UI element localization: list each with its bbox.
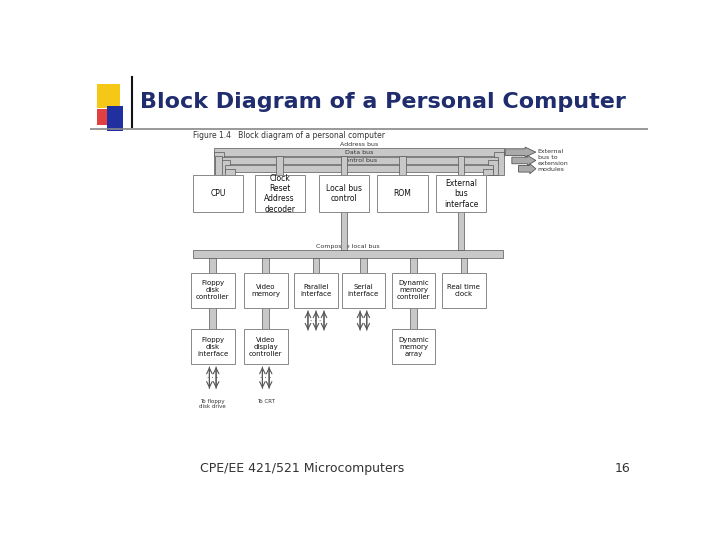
Bar [442,273,485,308]
Text: Address bus: Address bus [340,141,378,147]
Text: 16: 16 [615,462,631,475]
Bar [244,273,287,308]
Text: Floppy
disk
controller: Floppy disk controller [196,280,230,300]
Text: Floppy
disk
interface: Floppy disk interface [197,336,228,356]
Text: Control bus: Control bus [341,158,377,163]
Bar [410,258,417,273]
Bar [483,168,493,175]
Bar [214,152,224,175]
Bar [225,168,235,175]
Bar [410,308,417,329]
Text: Clock
Reset
Address
decoder: Clock Reset Address decoder [264,173,295,214]
Bar [210,308,216,329]
Text: Block Diagram of a Personal Computer: Block Diagram of a Personal Computer [140,92,626,112]
Text: Data bus: Data bus [345,150,373,155]
Bar [461,258,467,273]
Text: Dynamic
memory
array: Dynamic memory array [398,336,429,356]
Bar [341,156,347,175]
Text: Parallel
interface: Parallel interface [300,284,332,297]
Text: Serial
interface: Serial interface [348,284,379,297]
Bar [436,175,486,212]
Text: Video
display
controller: Video display controller [249,336,282,356]
Text: To CRT: To CRT [257,399,275,404]
Text: · · ·: · · · [310,318,322,323]
Text: Dynamic
memory
controller: Dynamic memory controller [397,280,431,300]
Bar [96,84,120,109]
Bar [312,258,320,273]
Text: · · ·: · · · [260,375,271,381]
Text: Local bus
control: Local bus control [326,184,362,204]
Bar [294,273,338,308]
Text: · · ·: · · · [207,375,218,381]
Bar [96,109,120,125]
Text: Figure 1.4   Block diagram of a personal computer: Figure 1.4 Block diagram of a personal c… [193,131,385,140]
Bar [255,175,305,212]
Polygon shape [518,164,536,174]
Bar [458,156,464,175]
Bar [244,329,287,364]
Polygon shape [505,147,536,157]
Bar [210,258,216,273]
Bar [193,250,503,258]
Bar [342,273,385,308]
Text: External
bus to
extension
modules: External bus to extension modules [538,149,568,172]
Bar [494,152,504,175]
Bar [107,106,124,131]
Bar [262,258,269,273]
Bar [319,175,369,212]
Bar [214,148,504,156]
Bar [191,329,235,364]
Text: Composite local bus: Composite local bus [316,244,380,248]
Bar [225,165,493,172]
Bar [360,258,366,273]
Text: Video
memory: Video memory [251,284,280,297]
Bar [220,157,498,164]
Bar [262,308,269,329]
Bar [191,273,235,308]
Text: CPE/EE 421/521 Microcomputers: CPE/EE 421/521 Microcomputers [200,462,404,475]
Bar [220,160,230,175]
Polygon shape [512,156,536,165]
Bar [193,175,243,212]
Bar [276,156,283,175]
Bar [392,329,436,364]
Bar [399,156,406,175]
Bar [341,212,347,250]
Bar [377,175,428,212]
Text: ROM: ROM [394,189,411,198]
Bar [488,160,498,175]
Text: Real time
clock: Real time clock [447,284,480,297]
Text: CPU: CPU [211,189,226,198]
Bar [392,273,436,308]
Text: To floppy
disk drive: To floppy disk drive [199,399,226,409]
Bar [215,156,222,175]
Text: External
bus
interface: External bus interface [444,179,478,208]
Bar [458,212,464,250]
